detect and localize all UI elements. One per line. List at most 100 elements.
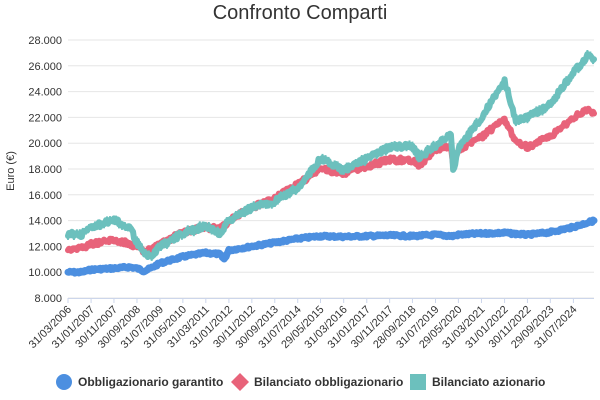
data-point: [327, 156, 330, 165]
data-point: [547, 100, 550, 109]
data-point: [318, 158, 321, 166]
data-point: [210, 226, 213, 235]
legend-marker: [231, 373, 249, 391]
data-point: [544, 105, 547, 114]
data-point: [336, 161, 339, 170]
data-point: [75, 229, 78, 238]
data-point: [363, 157, 366, 166]
data-point: [150, 252, 153, 261]
data-point: [369, 153, 372, 162]
data-point: [384, 147, 387, 156]
data-point: [198, 221, 201, 230]
data-point: [252, 201, 255, 210]
data-point: [88, 224, 90, 233]
data-point: [484, 108, 487, 117]
data-point: [258, 201, 261, 210]
data-point: [454, 160, 457, 169]
data-point: [571, 69, 574, 78]
data-point: [321, 153, 324, 162]
data-point: [399, 141, 402, 150]
y-tick-label: 14.000: [28, 216, 62, 228]
data-point: [225, 217, 228, 226]
legend-item[interactable]: Bilanciato azionario: [410, 374, 545, 390]
y-axis-tick-labels: 8.000 10.000 12.000 14.000 16.000 18.000 20.00…: [28, 35, 62, 305]
data-point: [405, 143, 408, 152]
data-point: [550, 99, 553, 108]
data-point: [141, 247, 144, 256]
data-point: [276, 196, 279, 205]
data-point: [402, 142, 405, 151]
data-point: [538, 105, 541, 114]
data-point: [255, 202, 258, 211]
data-point: [133, 234, 135, 243]
data-point: [348, 163, 351, 172]
data-point: [115, 215, 117, 224]
data-point: [532, 109, 535, 118]
data-point: [502, 79, 505, 88]
data-point: [478, 117, 481, 126]
series-bilanciato-azionario[interactable]: [65, 50, 597, 261]
data-point: [291, 184, 294, 193]
data-point: [378, 147, 381, 156]
data-point: [183, 229, 186, 238]
data-point: [499, 83, 502, 92]
data-point: [496, 87, 499, 96]
data-point: [153, 246, 156, 255]
data-point: [109, 216, 111, 225]
data-point: [303, 175, 306, 183]
data-point: [315, 162, 318, 170]
data-point: [297, 183, 300, 192]
data-point: [207, 222, 210, 230]
data-point: [100, 220, 102, 229]
data-point: [351, 161, 354, 170]
data-point: [222, 226, 225, 235]
series-line: [64, 216, 598, 277]
x-axis: 31/03/200631/01/200730/11/200730/09/2008…: [27, 298, 594, 351]
data-point: [466, 134, 469, 143]
data-point: [156, 242, 159, 251]
data-point: [136, 236, 138, 245]
data-point: [429, 146, 432, 155]
data-point: [84, 226, 87, 235]
data-point: [375, 151, 378, 160]
data-point: [78, 229, 81, 238]
data-point: [526, 115, 529, 124]
data-point: [589, 51, 592, 60]
data-point: [451, 146, 453, 154]
data-point: [411, 141, 414, 150]
data-point: [72, 232, 75, 240]
data-point: [249, 205, 252, 214]
data-point: [447, 132, 450, 141]
y-tick-label: 10.000: [28, 267, 62, 279]
data-point: [559, 86, 562, 95]
data-point: [444, 134, 447, 143]
legend-label: Bilanciato obbligazionario: [254, 375, 403, 389]
data-point: [330, 161, 333, 170]
data-point: [357, 157, 360, 166]
data-point: [438, 138, 441, 147]
data-point: [435, 141, 438, 149]
data-point: [174, 231, 177, 240]
data-point: [219, 229, 222, 238]
data-point: [94, 221, 97, 230]
data-point: [312, 165, 315, 174]
data-point: [91, 223, 94, 232]
data-point: [231, 215, 234, 224]
data-point: [139, 241, 141, 250]
data-point: [490, 98, 493, 106]
data-point: [216, 226, 219, 235]
data-point: [189, 225, 192, 234]
data-point: [282, 190, 285, 199]
series-group: [64, 50, 598, 277]
data-point: [300, 179, 303, 188]
legend-item[interactable]: Bilanciato obbligazionario: [231, 373, 403, 391]
data-point: [70, 230, 72, 239]
legend-item[interactable]: Obbligazionario garantito: [56, 374, 223, 390]
legend[interactable]: Obbligazionario garantito Bilanciato obbl…: [56, 373, 545, 391]
data-point: [475, 118, 478, 126]
data-point: [541, 107, 544, 116]
data-point: [580, 60, 583, 69]
series-obbligazionario-garantito[interactable]: [64, 216, 598, 277]
data-point: [592, 56, 595, 65]
data-point: [505, 85, 508, 94]
